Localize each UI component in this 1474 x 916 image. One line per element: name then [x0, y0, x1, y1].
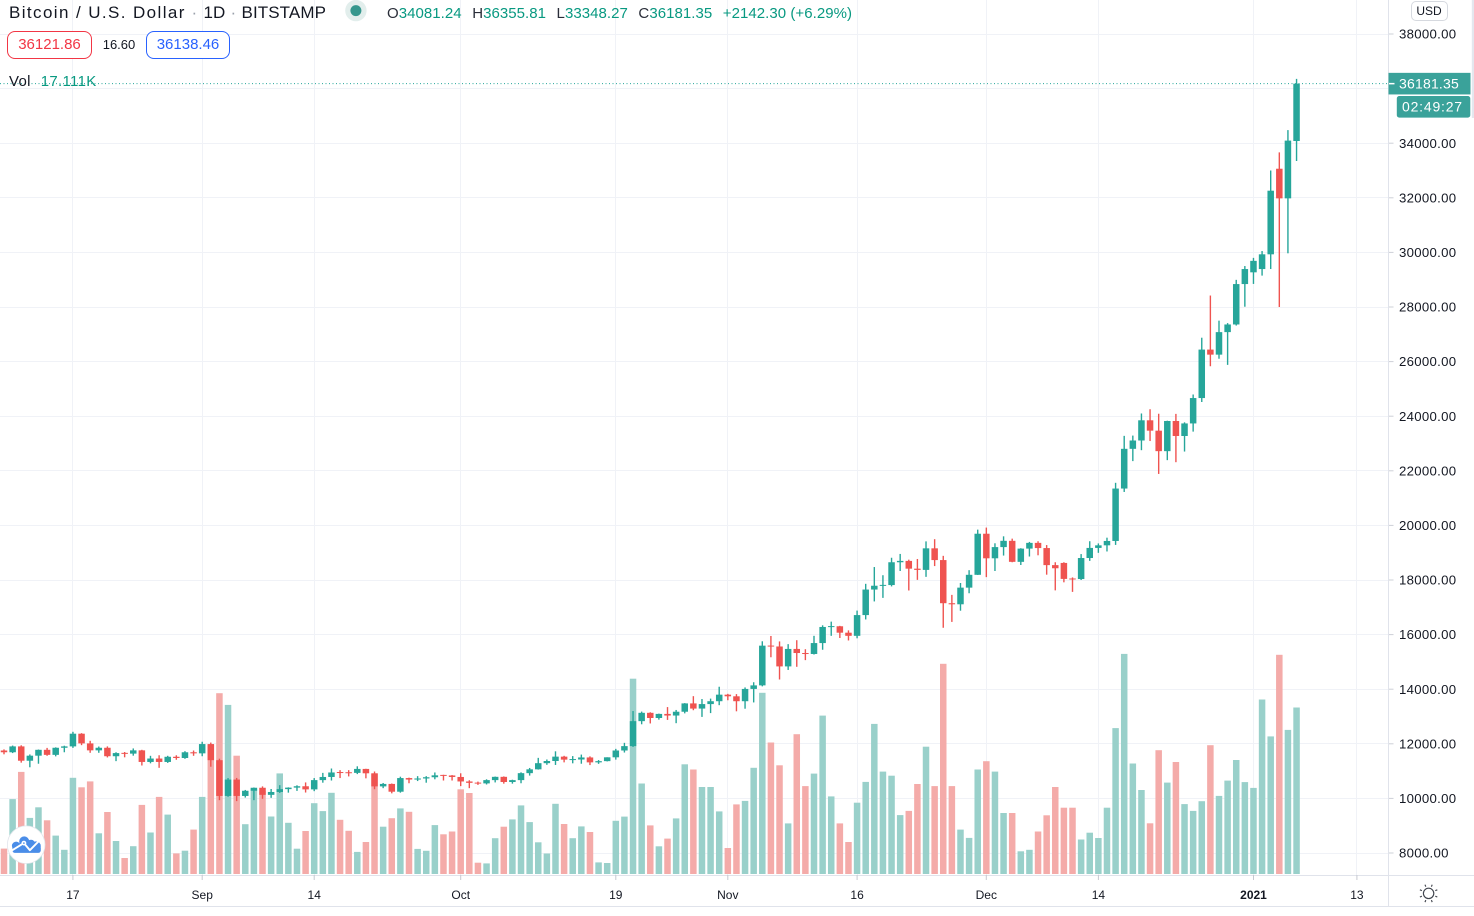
svg-text:38000.00: 38000.00	[1399, 27, 1456, 42]
svg-text:14: 14	[1092, 888, 1106, 902]
svg-text:02:49:27: 02:49:27	[1402, 99, 1463, 115]
svg-text:Oct: Oct	[451, 888, 470, 902]
svg-text:34000.00: 34000.00	[1399, 136, 1456, 151]
svg-text:12000.00: 12000.00	[1399, 736, 1456, 751]
svg-text:26000.00: 26000.00	[1399, 354, 1456, 369]
svg-text:18000.00: 18000.00	[1399, 573, 1456, 588]
svg-text:16: 16	[850, 888, 864, 902]
svg-text:14000.00: 14000.00	[1399, 682, 1456, 697]
svg-text:36181.35: 36181.35	[1399, 76, 1459, 92]
svg-text:14: 14	[308, 888, 322, 902]
svg-text:22000.00: 22000.00	[1399, 463, 1456, 478]
svg-text:16000.00: 16000.00	[1399, 627, 1456, 642]
svg-text:24000.00: 24000.00	[1399, 409, 1456, 424]
svg-text:28000.00: 28000.00	[1399, 300, 1456, 315]
svg-text:20000.00: 20000.00	[1399, 518, 1456, 533]
svg-text:13: 13	[1350, 888, 1364, 902]
svg-text:17: 17	[66, 888, 80, 902]
svg-text:19: 19	[609, 888, 623, 902]
svg-text:32000.00: 32000.00	[1399, 190, 1456, 205]
svg-text:10000.00: 10000.00	[1399, 791, 1456, 806]
svg-text:30000.00: 30000.00	[1399, 245, 1456, 260]
svg-text:8000.00: 8000.00	[1399, 846, 1449, 861]
svg-text:Dec: Dec	[976, 888, 997, 902]
svg-text:Sep: Sep	[192, 888, 214, 902]
svg-text:Nov: Nov	[717, 888, 738, 902]
svg-text:2021: 2021	[1240, 888, 1267, 902]
